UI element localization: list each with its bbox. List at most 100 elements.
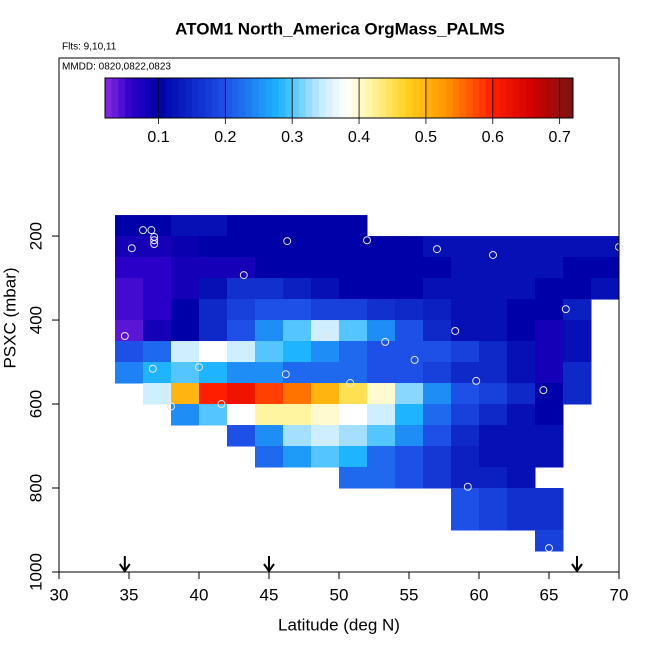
heat-cell bbox=[451, 383, 480, 405]
colorbar-swatch bbox=[191, 78, 200, 118]
heat-cell bbox=[535, 509, 564, 531]
heat-cell bbox=[367, 299, 396, 321]
sample-point bbox=[195, 363, 203, 372]
sample-point bbox=[150, 236, 159, 245]
colorbar-swatch bbox=[131, 78, 139, 118]
heat-cell bbox=[227, 320, 256, 342]
heat-cell bbox=[507, 341, 536, 363]
heat-cell bbox=[283, 257, 312, 279]
heat-cell bbox=[311, 404, 340, 426]
heat-cell bbox=[451, 299, 480, 321]
sample-point bbox=[283, 237, 292, 246]
heat-cell bbox=[367, 383, 396, 405]
heat-cell bbox=[395, 320, 424, 342]
colorbar-swatch bbox=[252, 78, 260, 118]
heat-cell bbox=[171, 299, 200, 321]
x-tick-label: 30 bbox=[50, 585, 69, 604]
heat-cell bbox=[535, 488, 564, 510]
heat-cell bbox=[451, 278, 480, 300]
sample-point bbox=[323, 331, 332, 340]
heat-cell bbox=[563, 320, 592, 342]
heat-cell bbox=[479, 467, 508, 489]
heat-cell bbox=[311, 278, 340, 300]
heat-cell bbox=[507, 320, 536, 342]
heat-cell bbox=[535, 299, 564, 321]
colorbar-swatch bbox=[452, 78, 460, 118]
colorbar-swatch bbox=[439, 78, 447, 118]
heat-cell bbox=[311, 299, 340, 321]
y-axis-label: PSXC (mbar) bbox=[0, 267, 19, 368]
heat-cell bbox=[535, 383, 564, 405]
heat-cell bbox=[507, 488, 536, 510]
heat-cell bbox=[395, 236, 424, 258]
sample-point bbox=[561, 305, 570, 314]
heat-cell bbox=[451, 488, 480, 510]
colorbar-swatch bbox=[546, 78, 554, 118]
colorbar-swatch bbox=[125, 78, 133, 118]
heat-cell bbox=[171, 383, 200, 405]
heat-cell bbox=[507, 362, 536, 384]
heat-cell bbox=[143, 215, 172, 237]
heat-cell bbox=[227, 383, 256, 405]
colorbar-swatch bbox=[305, 78, 313, 118]
heat-cell bbox=[283, 215, 312, 237]
heat-cell bbox=[143, 299, 172, 321]
x-tick-label: 50 bbox=[330, 585, 349, 604]
heat-cell bbox=[395, 383, 424, 405]
colorbar-swatch bbox=[185, 78, 193, 118]
heat-cell bbox=[507, 467, 536, 489]
colorbar-swatch bbox=[506, 78, 514, 118]
colorbar-swatch bbox=[138, 78, 146, 118]
heat-cell bbox=[423, 299, 452, 321]
heat-cell bbox=[171, 215, 200, 237]
colorbar-frame bbox=[104, 77, 574, 119]
heat-cell bbox=[591, 236, 620, 258]
heat-cell bbox=[535, 404, 564, 426]
colorbar-swatch bbox=[352, 78, 360, 118]
colorbar-swatch bbox=[178, 78, 186, 118]
sample-point bbox=[139, 226, 147, 235]
heat-cell bbox=[535, 236, 564, 258]
heat-cell bbox=[255, 320, 284, 342]
colorbar-swatch bbox=[472, 78, 480, 118]
heat-cell bbox=[311, 341, 340, 363]
heat-cell bbox=[507, 425, 536, 447]
sample-point bbox=[410, 355, 419, 364]
heat-cell bbox=[255, 425, 284, 447]
heat-cell bbox=[339, 425, 368, 447]
sample-point bbox=[167, 402, 175, 411]
heat-cell bbox=[143, 278, 172, 300]
colorbar-swatch bbox=[245, 78, 253, 118]
heat-cell bbox=[423, 278, 452, 300]
annotation: MMDD: 0820,0822,0823 bbox=[62, 62, 171, 73]
heat-cell bbox=[115, 299, 144, 321]
heat-cell bbox=[395, 446, 424, 468]
heat-cell bbox=[479, 404, 508, 426]
colorbar-swatch bbox=[171, 78, 180, 118]
heat-cell bbox=[507, 257, 536, 279]
colorbar-swatch bbox=[399, 78, 407, 118]
colorbar-swatch bbox=[218, 78, 226, 118]
colorbar-swatch bbox=[278, 78, 287, 118]
heat-cell bbox=[143, 257, 172, 279]
flight-arrow-head bbox=[263, 563, 275, 573]
heat-cell bbox=[479, 257, 508, 279]
heat-cell bbox=[423, 341, 452, 363]
heat-cell bbox=[115, 215, 144, 237]
heat-cell bbox=[367, 362, 396, 384]
heat-cell bbox=[115, 341, 144, 363]
colorbar-swatch bbox=[298, 78, 307, 118]
sample-point bbox=[239, 271, 248, 280]
heat-cell bbox=[339, 257, 368, 279]
colorbar-swatch bbox=[526, 78, 534, 118]
heat-cell bbox=[255, 236, 284, 258]
heat-cell bbox=[255, 362, 284, 384]
heat-cell bbox=[255, 215, 284, 237]
heat-cell bbox=[171, 257, 200, 279]
heat-cell bbox=[143, 236, 172, 258]
heat-cell bbox=[507, 446, 536, 468]
sample-point bbox=[381, 337, 390, 346]
heat-cell bbox=[395, 278, 424, 300]
colorbar-swatch bbox=[392, 78, 400, 118]
heat-cell bbox=[423, 383, 452, 405]
